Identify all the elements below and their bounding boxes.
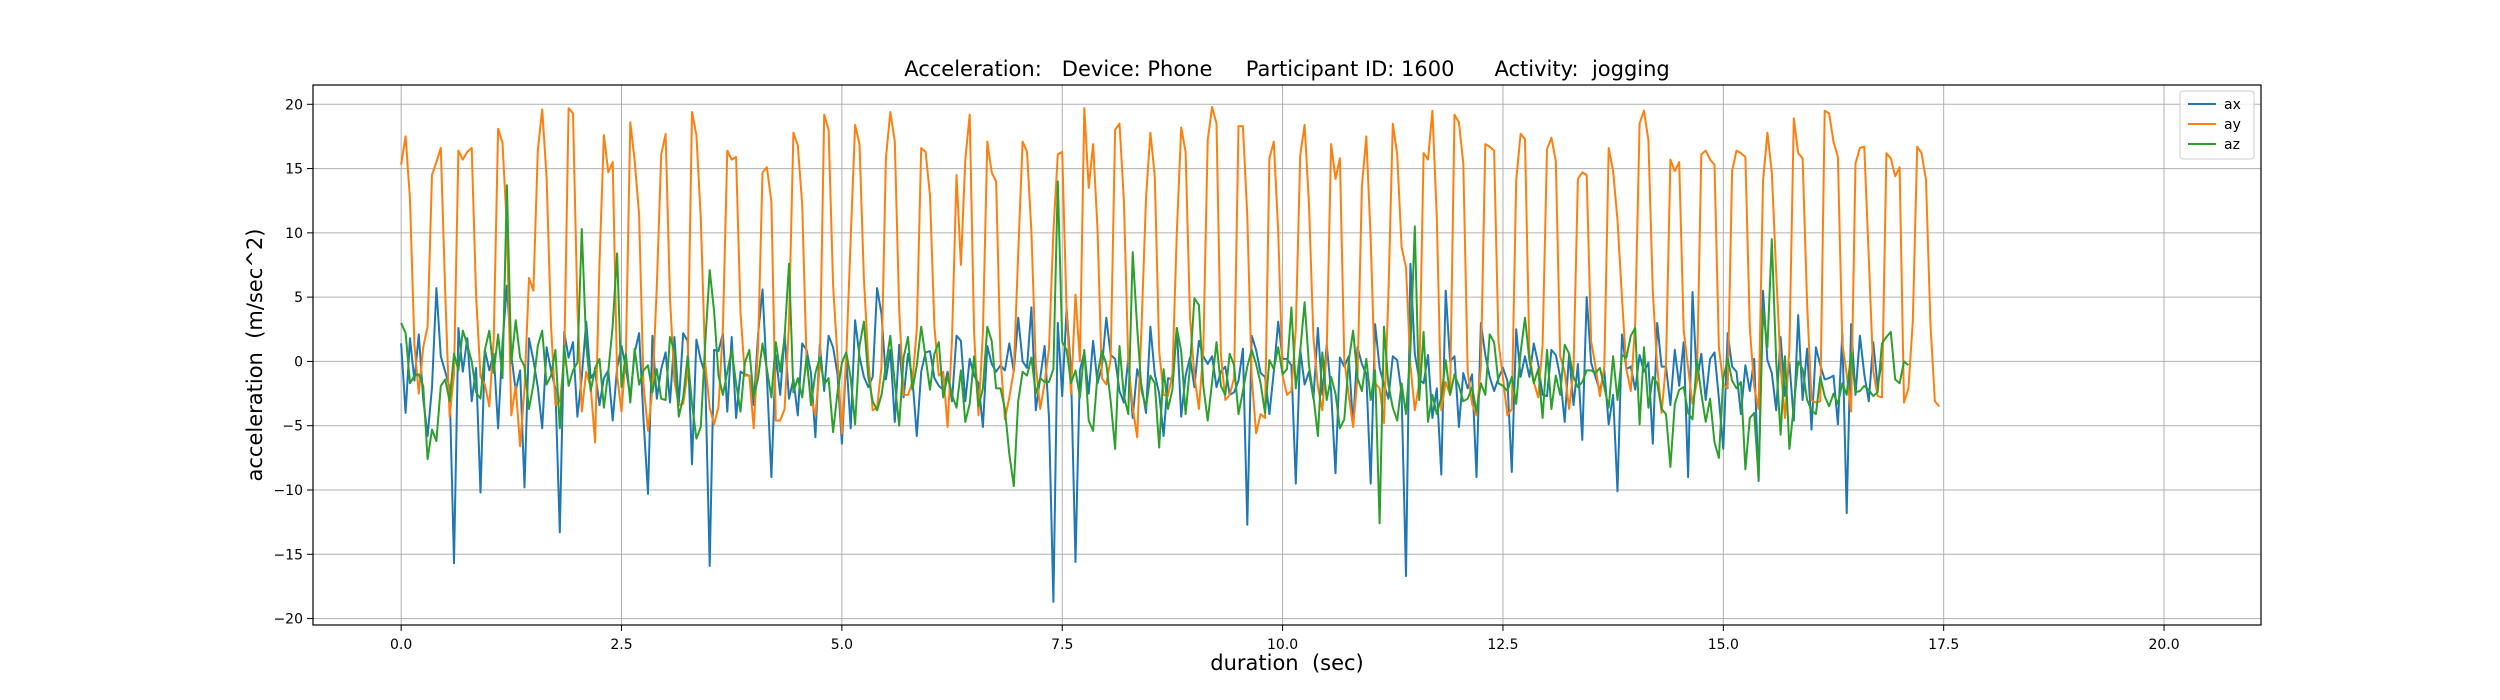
x-tick-label: 10.0	[1267, 637, 1298, 653]
x-tick-label: 20.0	[2148, 637, 2179, 653]
plot-area	[313, 85, 2261, 625]
series-line-ay	[400, 105, 1941, 448]
plot-frame	[312, 84, 2262, 626]
x-tick-label: 15.0	[1708, 637, 1739, 653]
legend-label-az: az	[2224, 137, 2240, 153]
x-tick-label: 5.0	[831, 637, 853, 653]
y-tick-label: 20	[285, 97, 303, 113]
y-tick-label: −20	[273, 612, 303, 628]
y-tick-label: 5	[294, 290, 303, 306]
y-tick-label: −10	[273, 483, 303, 499]
x-tick-label: 0.0	[390, 637, 412, 653]
x-axis-label: duration (sec)	[1210, 651, 1364, 675]
y-tick-label: 15	[285, 162, 303, 178]
legend: ax ay az	[2179, 90, 2255, 160]
chart-title: Acceleration: Device: Phone Participant …	[904, 57, 1670, 81]
y-axis-label: acceleration (m/sec^2)	[243, 229, 267, 482]
series-lines	[400, 105, 1941, 603]
x-tick-label: 17.5	[1928, 637, 1959, 653]
legend-box	[2179, 90, 2255, 160]
series-line-az	[400, 180, 1910, 525]
x-axis-ticks: 0.0 2.5 5.0 7.5 10.0 12.5 15.0 17.5 20.0	[390, 625, 2180, 653]
x-tick-label: 2.5	[610, 637, 632, 653]
y-tick-label: 10	[285, 226, 303, 242]
y-tick-label: 0	[294, 354, 303, 370]
legend-label-ax: ax	[2224, 97, 2241, 113]
legend-label-ay: ay	[2224, 117, 2241, 133]
y-tick-label: −15	[273, 547, 303, 563]
y-tick-label: −5	[282, 419, 303, 435]
y-axis-ticks: −20 −15 −10 −5 0 5 10 15 20	[273, 97, 313, 628]
x-tick-label: 7.5	[1051, 637, 1073, 653]
x-tick-label: 12.5	[1487, 637, 1518, 653]
